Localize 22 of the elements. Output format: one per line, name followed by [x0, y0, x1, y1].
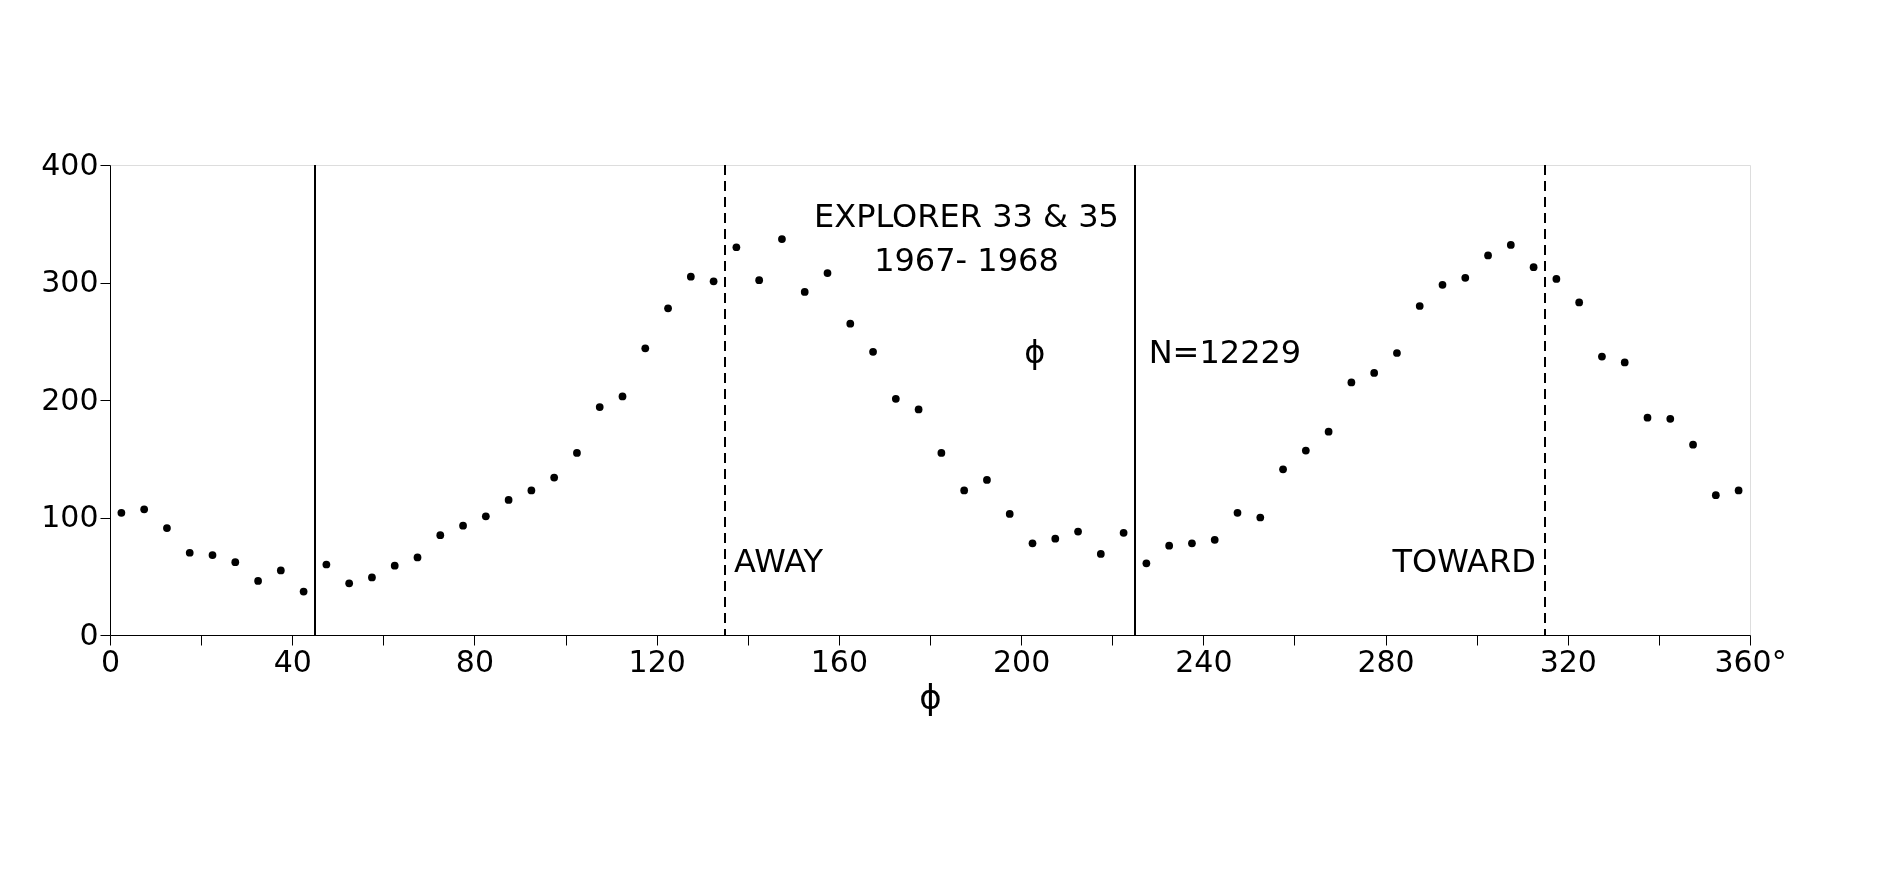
y-tick-label: 300: [41, 264, 99, 299]
x-tick-label: 0: [100, 643, 121, 679]
annotation: AWAY: [734, 542, 824, 581]
annotation: EXPLORER 33 & 35: [813, 196, 1119, 235]
y-tick-label: 200: [41, 381, 99, 417]
annotation: TOWARD: [1391, 542, 1536, 581]
x-tick-label: 120: [628, 643, 686, 679]
x-tick-label: 40: [273, 643, 312, 679]
x-tick-label: 280: [1357, 643, 1415, 679]
annotation: N=12229: [1148, 333, 1302, 371]
x-tick-label: 160: [810, 643, 869, 679]
x-tick-label: 320: [1539, 643, 1597, 679]
x-axis-title: ϕ: [919, 676, 942, 717]
x-tick-label: 240: [1175, 643, 1233, 679]
x-tick-label: 200: [992, 643, 1051, 679]
annotation: 1967- 1968: [874, 241, 1059, 280]
y-tick-label: 0: [79, 616, 99, 652]
x-tick-label: 360°: [1714, 643, 1787, 679]
annotation: ϕ: [1024, 333, 1046, 371]
y-tick-label: 100: [41, 499, 99, 534]
y-tick-label: 400: [41, 146, 99, 182]
x-tick-label: 80: [455, 643, 495, 679]
